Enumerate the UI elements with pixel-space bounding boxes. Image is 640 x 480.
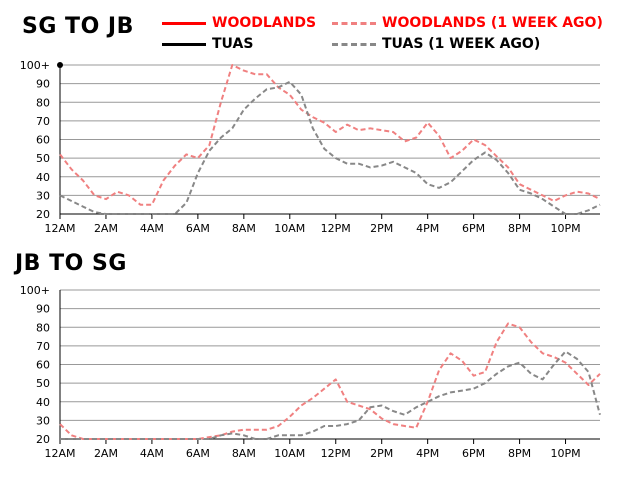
x-tick-label: 8AM <box>232 222 256 235</box>
series-line-tuas-1-week-ago[interactable] <box>59 80 601 215</box>
x-tick-label: 10AM <box>274 222 305 235</box>
x-tick-label: 12AM <box>44 447 75 460</box>
y-tick-label: 70 <box>36 340 50 353</box>
chart-jb-to-sg: 20 30 40 50 60 70 80 90 100+ 12AM 2AM 4AM 6AM 8AM 10AM… <box>20 284 601 460</box>
x-tick-label: 6AM <box>186 447 210 460</box>
x-tick-label: 12PM <box>321 447 351 460</box>
legend-tuas[interactable]: TUAS <box>162 35 253 53</box>
y-tick-label: 70 <box>36 115 50 128</box>
legend-swatch-tuas-prev <box>332 42 376 46</box>
legend-swatch-tuas <box>162 42 206 46</box>
y-tick-label: 60 <box>36 359 50 372</box>
x-tick-label: 10PM <box>550 447 580 460</box>
x-tick-label: 6PM <box>462 222 485 235</box>
legend-woodlands[interactable]: WOODLANDS <box>162 14 316 32</box>
x-tick-label: 2AM <box>94 222 118 235</box>
x-tick-label: 12AM <box>44 222 75 235</box>
y-tick-label: 30 <box>36 189 50 202</box>
y-tick-label: 50 <box>36 377 50 390</box>
x-tick-label: 8PM <box>508 222 531 235</box>
chart-sg-to-jb: 20 30 40 50 60 70 80 90 100+ 12AM 2AM 4AM 6AM 8AM 10AM… <box>20 59 601 235</box>
x-tick-label: 4PM <box>416 222 439 235</box>
series-line-tuas-1-week-ago[interactable] <box>60 350 601 440</box>
x-tick-label: 8AM <box>232 447 256 460</box>
x-tick-label: 8PM <box>508 447 531 460</box>
legend-woodlands-prev[interactable]: WOODLANDS (1 WEEK AGO) <box>332 14 603 32</box>
legend-tuas-prev[interactable]: TUAS (1 WEEK AGO) <box>332 35 540 53</box>
y-tick-label: 40 <box>36 396 50 409</box>
x-tick-label: 10AM <box>274 447 305 460</box>
x-tick-label: 2PM <box>370 447 393 460</box>
y-tick-label: 80 <box>36 321 50 334</box>
series-line-woodlands-1-week-ago[interactable] <box>59 64 601 206</box>
x-tick-label: 12PM <box>321 222 351 235</box>
y-tick-label: 30 <box>36 414 50 427</box>
sg-to-jb-title: SG TO JB <box>22 14 134 39</box>
y-tick-label: 20 <box>36 433 50 446</box>
x-tick-label: 4AM <box>140 447 164 460</box>
y-tick-label: 20 <box>36 208 50 221</box>
series-line-woodlands-1-week-ago[interactable] <box>59 322 601 440</box>
x-tick-label: 4PM <box>416 447 439 460</box>
y-tick-label: 60 <box>36 134 50 147</box>
x-tick-label: 2AM <box>94 447 118 460</box>
y-tick-label: 100+ <box>20 284 50 297</box>
x-tick-label: 6PM <box>462 447 485 460</box>
x-tick-label: 4AM <box>140 222 164 235</box>
y-tick-label: 90 <box>36 303 50 316</box>
legend-label-woodlands: WOODLANDS <box>212 15 317 31</box>
y-tick-label: 40 <box>36 171 50 184</box>
jb-to-sg-title: JB TO SG <box>15 251 127 276</box>
x-tick-label: 10PM <box>550 222 580 235</box>
current-time-marker <box>57 62 63 68</box>
y-tick-label: 100+ <box>20 59 50 72</box>
legend-swatch-woodlands-prev <box>332 21 376 25</box>
y-tick-label: 50 <box>36 152 50 165</box>
legend-swatch-woodlands <box>162 21 206 25</box>
x-tick-label: 2PM <box>370 222 393 235</box>
x-tick-label: 6AM <box>186 222 210 235</box>
legend-label-tuas-prev: TUAS (1 WEEK AGO) <box>382 36 541 52</box>
y-tick-label: 80 <box>36 96 50 109</box>
y-tick-label: 90 <box>36 78 50 91</box>
legend-label-woodlands-prev: WOODLANDS (1 WEEK AGO) <box>382 15 603 31</box>
legend-label-tuas: TUAS <box>212 36 254 52</box>
